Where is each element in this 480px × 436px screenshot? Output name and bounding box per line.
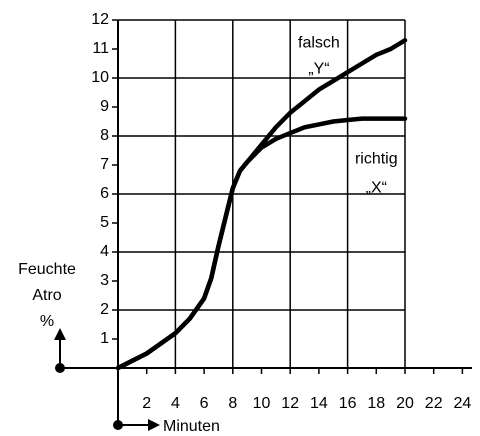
x-tick-label: 18 bbox=[367, 395, 385, 412]
y-tick-label: 1 bbox=[100, 330, 109, 347]
y-tick-label: 3 bbox=[100, 272, 109, 289]
annotation: „X“ bbox=[366, 179, 387, 196]
arrow-head bbox=[54, 328, 66, 340]
y-tick-label: 12 bbox=[91, 11, 109, 28]
line-series bbox=[115, 116, 408, 371]
y-tick-label: 9 bbox=[100, 98, 109, 115]
y-tick-label: 6 bbox=[100, 185, 109, 202]
annotation: falsch bbox=[298, 34, 340, 51]
y-axis-label: Feuchte bbox=[18, 261, 76, 278]
x-tick-label: 16 bbox=[339, 395, 357, 412]
y-tick-label: 4 bbox=[100, 243, 109, 260]
x-tick-label: 2 bbox=[142, 395, 151, 412]
x-tick-label: 14 bbox=[310, 395, 328, 412]
line-series bbox=[115, 38, 408, 371]
x-tick-label: 12 bbox=[281, 395, 299, 412]
annotation: richtig bbox=[355, 150, 398, 167]
y-tick-label: 11 bbox=[92, 40, 109, 57]
arrow-head bbox=[148, 419, 160, 431]
y-tick-label: 10 bbox=[91, 69, 109, 86]
y-axis-label: % bbox=[40, 313, 54, 330]
x-tick-label: 20 bbox=[396, 395, 414, 412]
y-tick-label: 2 bbox=[100, 301, 109, 318]
y-tick-label: 8 bbox=[100, 127, 109, 144]
x-tick-label: 4 bbox=[171, 395, 180, 412]
x-tick-label: 24 bbox=[454, 395, 472, 412]
x-tick-label: 8 bbox=[228, 395, 237, 412]
x-tick-label: 22 bbox=[425, 395, 443, 412]
x-tick-label: 6 bbox=[200, 395, 209, 412]
x-tick-label: 10 bbox=[253, 395, 271, 412]
y-tick-label: 5 bbox=[100, 214, 109, 231]
annotation: „Y“ bbox=[308, 61, 329, 78]
x-axis-label: Minuten bbox=[163, 418, 220, 435]
y-tick-label: 7 bbox=[100, 156, 109, 173]
y-axis-label: Atro bbox=[32, 287, 61, 304]
